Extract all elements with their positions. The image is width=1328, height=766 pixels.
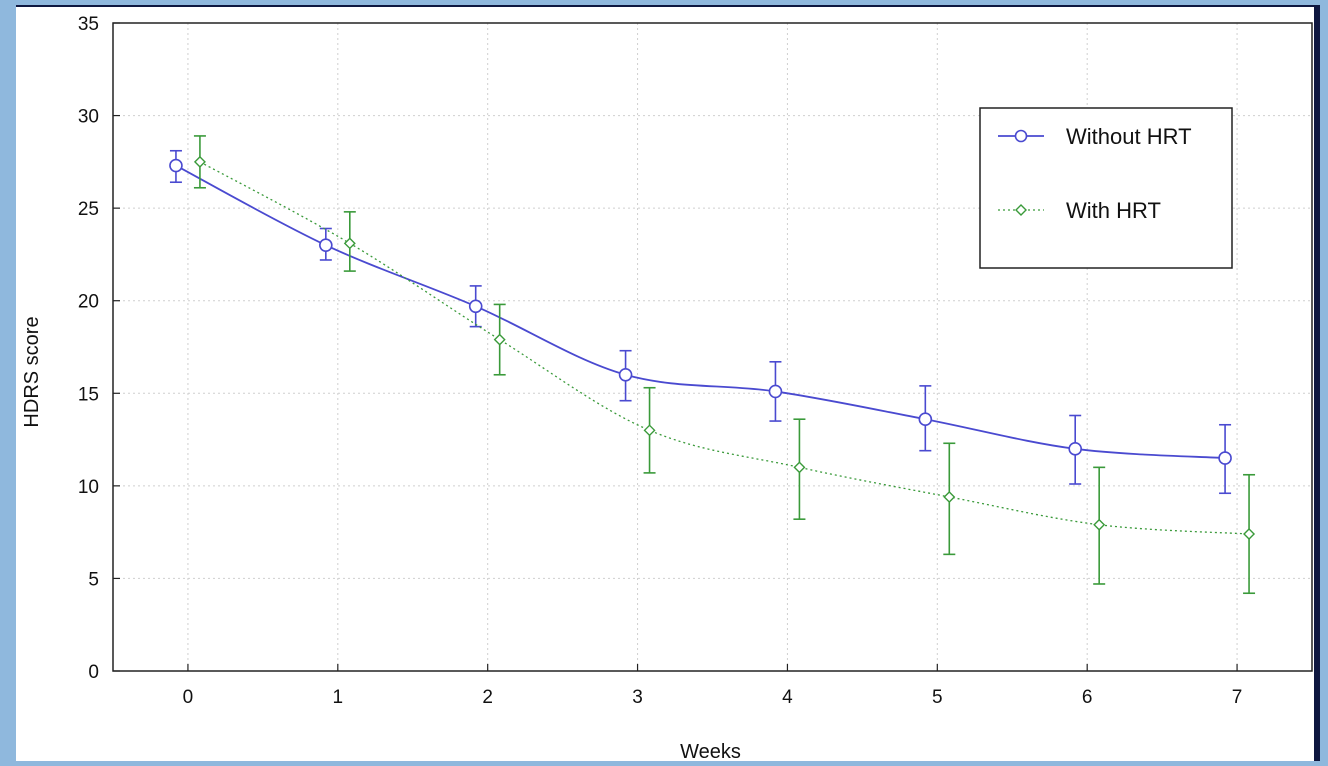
data-point [768,384,783,399]
series-with-hrt [193,135,1256,595]
data-point [643,424,656,437]
x-axis-label: Weeks [680,741,741,761]
data-point [1068,442,1082,456]
data-point [793,461,806,474]
legend-label: Without HRT [1066,124,1192,149]
x-tick-label: 7 [1232,687,1243,708]
plot-area-frame [112,22,1313,672]
data-point [918,412,933,427]
y-tick-label: 0 [88,662,99,683]
chart-figure: 0 5 10 15 20 25 30 35 0 1 2 3 4 5 6 7 HDRS score Weeks… [16,5,1320,761]
data-point [1093,518,1106,531]
y-tick-label: 25 [78,199,99,220]
series-without-hrt [169,149,1232,495]
x-tick-label: 3 [632,687,643,708]
x-tick-label: 2 [482,687,493,708]
legend-label: With HRT [1066,198,1161,223]
legend-marker [1015,204,1027,216]
y-tick-label: 20 [78,292,99,313]
data-point [193,155,206,168]
hdrs-line-chart: 0 5 10 15 20 25 30 35 0 1 2 3 4 5 6 7 HDRS score Weeks… [21,14,1313,761]
x-tick-label: 6 [1082,687,1093,708]
legend: Without HRT With HRT [979,107,1233,269]
data-point [493,333,506,346]
x-axis-ticks: 0 1 2 3 4 5 6 7 [183,664,1243,708]
legend-marker [1014,129,1028,143]
x-tick-label: 4 [782,687,793,708]
legend-item: With HRT [998,198,1161,223]
grid-lines [113,22,1312,672]
y-axis-label: HDRS score [21,316,43,427]
y-axis-ticks: 0 5 10 15 20 25 30 35 [78,14,120,683]
series-layer [169,135,1256,595]
data-point [468,299,483,314]
data-point [343,237,356,250]
y-tick-label: 35 [78,14,99,35]
data-point [943,490,956,503]
data-point [1243,528,1256,540]
x-tick-label: 5 [932,687,943,708]
legend-item: Without HRT [998,124,1192,149]
y-tick-label: 15 [78,384,99,405]
y-tick-label: 10 [78,477,99,498]
y-tick-label: 30 [78,107,99,128]
data-point [618,367,633,382]
series-line [199,161,1250,535]
data-point [1218,451,1232,465]
x-tick-label: 0 [183,687,194,708]
y-tick-label: 5 [88,569,99,590]
series-line [175,164,1226,459]
x-tick-label: 1 [333,687,344,708]
data-point [169,158,183,173]
data-point [319,238,333,252]
